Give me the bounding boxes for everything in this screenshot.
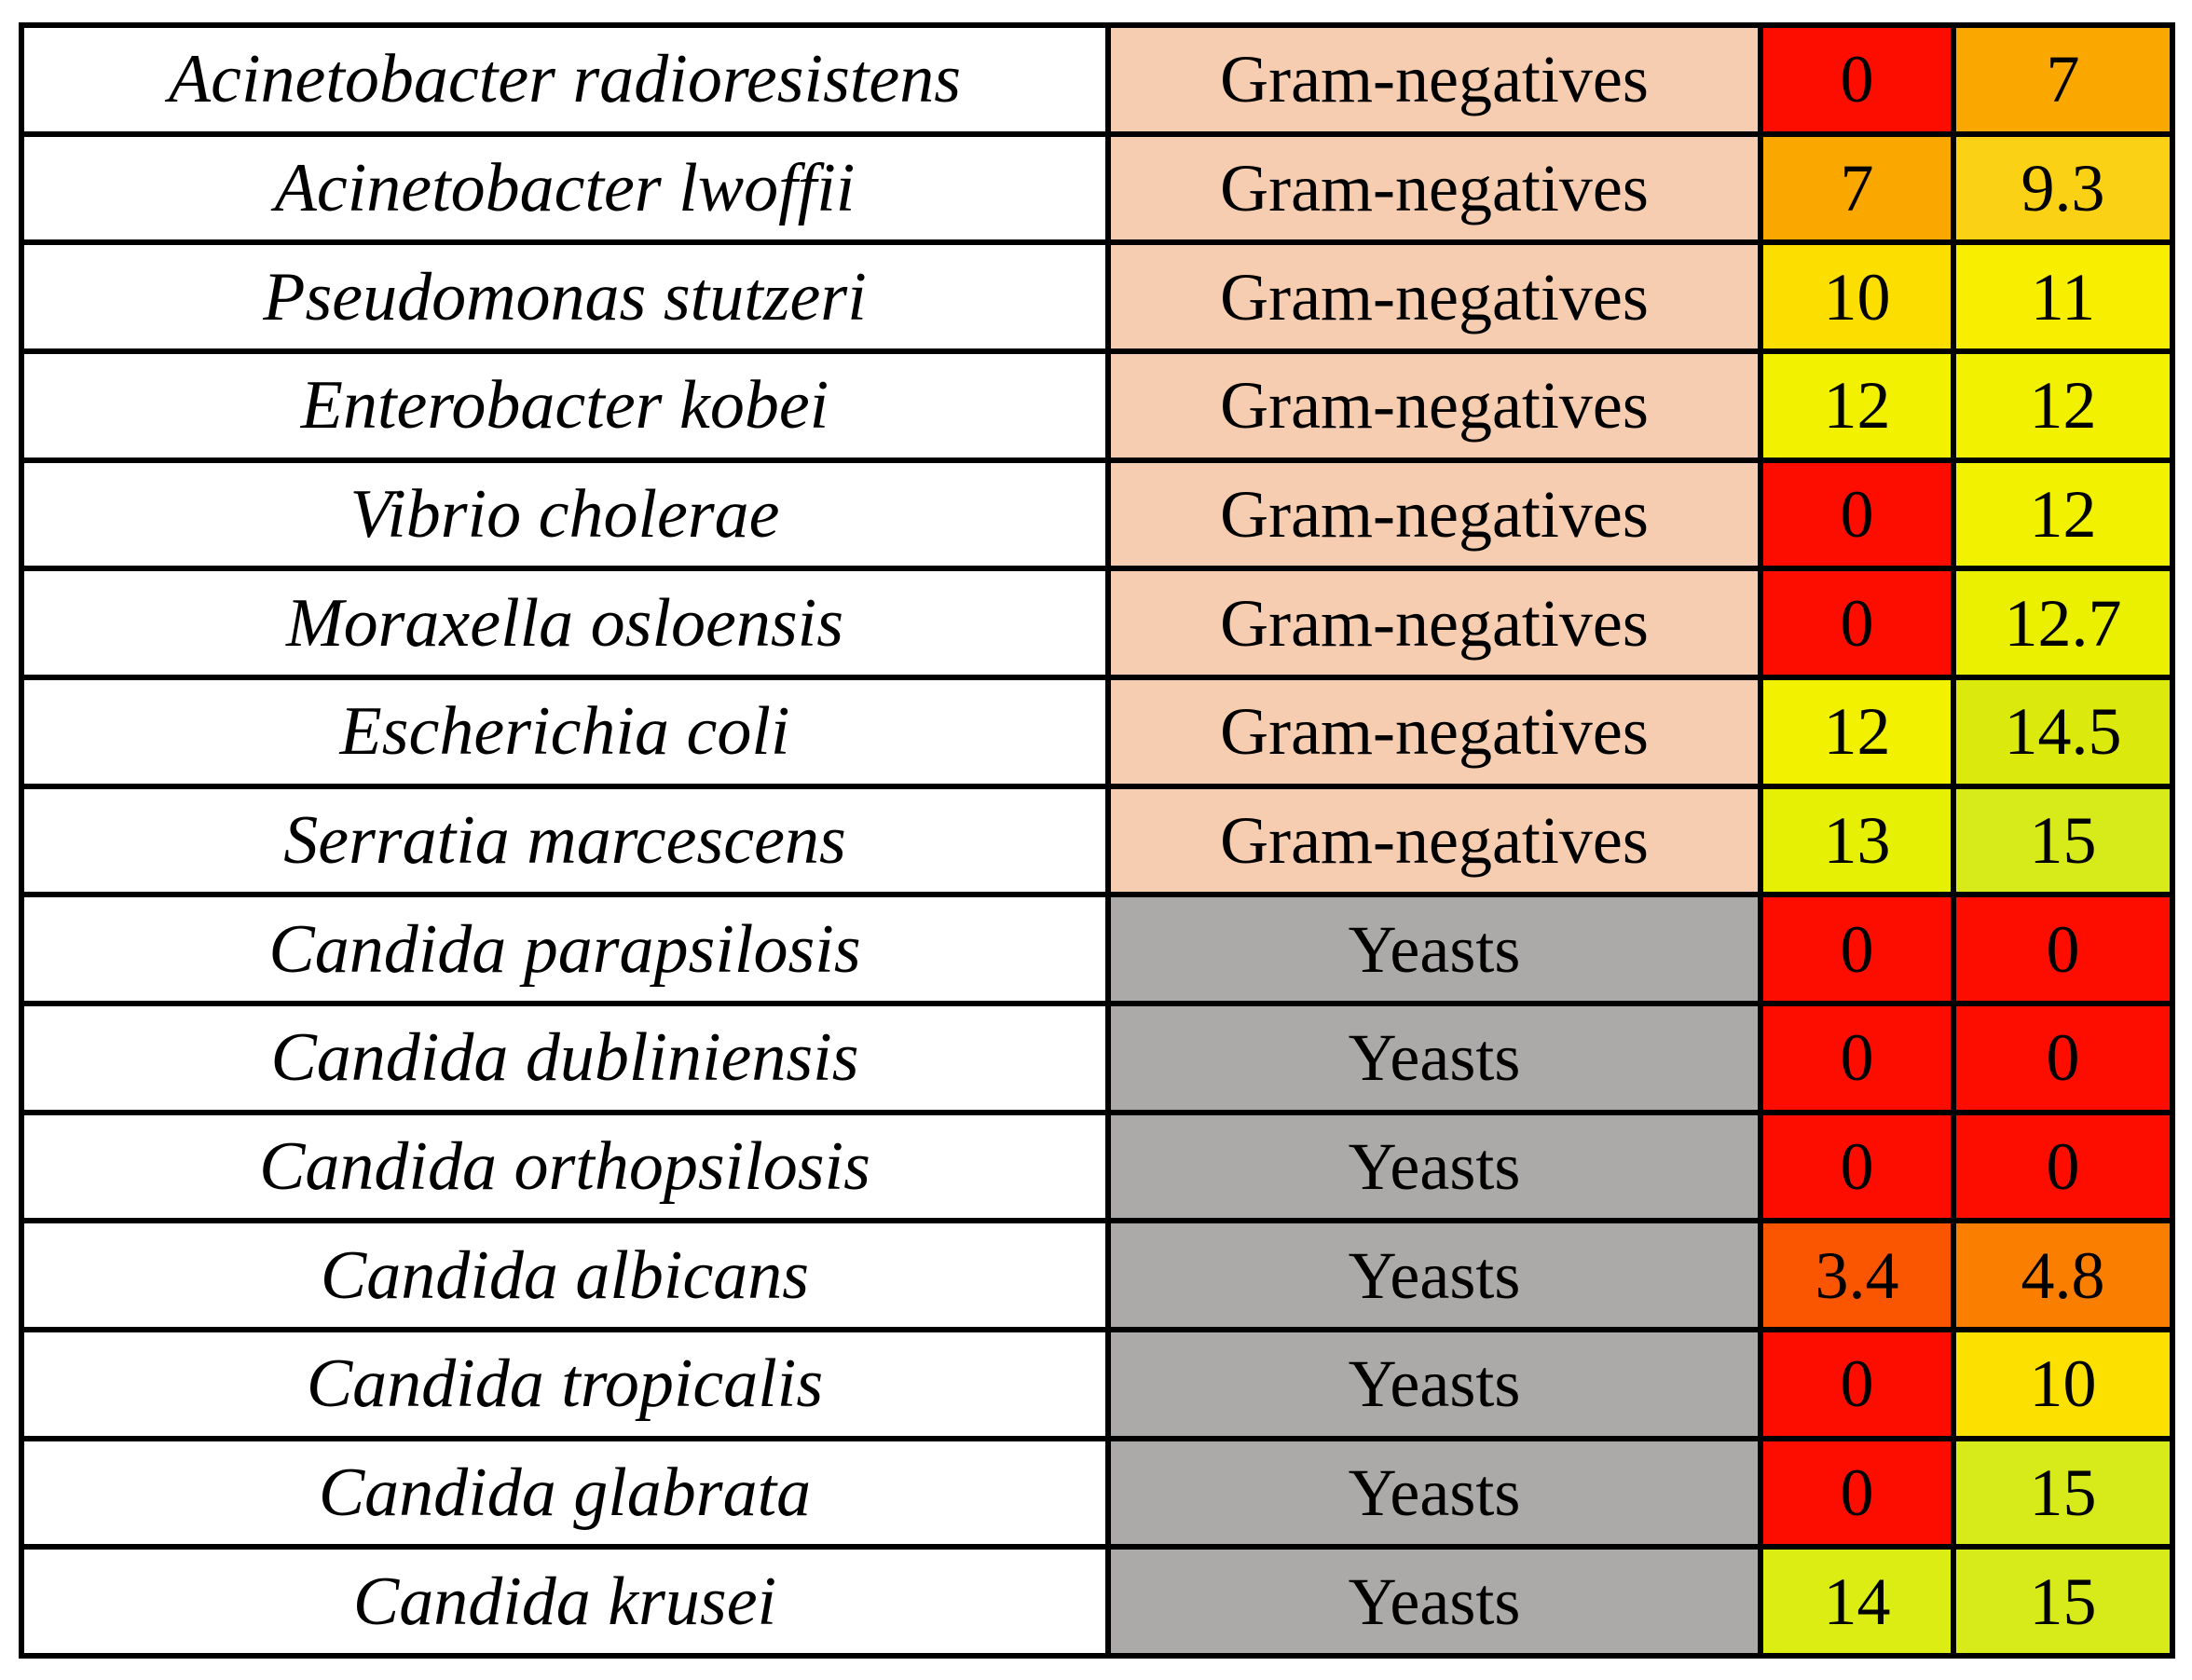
table-row: Pseudomonas stutzeri Gram-negatives 10 11 (19, 239, 2175, 354)
group-cell: Gram-negatives (1105, 674, 1763, 789)
table-row: Acinetobacter radioresistens Gram-negativ… (19, 22, 2175, 137)
table-row: Vibrio cholerae Gram-negatives 0 12 (19, 457, 2175, 572)
value2-cell: 10 (1951, 1326, 2175, 1441)
group-cell: Gram-negatives (1105, 239, 1763, 354)
group-cell: Gram-negatives (1105, 457, 1763, 572)
species-cell: Pseudomonas stutzeri (19, 239, 1111, 354)
value1-cell: 3.4 (1758, 1218, 1956, 1332)
value2-cell: 12 (1951, 457, 2175, 572)
table-row: Candida tropicalis Yeasts 0 10 (19, 1326, 2175, 1441)
value2-cell: 0 (1951, 892, 2175, 1006)
species-cell: Candida parapsilosis (19, 892, 1111, 1006)
table-row: Candida albicans Yeasts 3.4 4.8 (19, 1218, 2175, 1332)
table-row: Candida orthopsilosis Yeasts 0 0 (19, 1109, 2175, 1224)
value2-cell: 0 (1951, 1109, 2175, 1224)
species-cell: Candida dubliniensis (19, 1000, 1111, 1115)
table-row: Escherichia coli Gram-negatives 12 14.5 (19, 674, 2175, 789)
value1-cell: 13 (1758, 783, 1956, 898)
table-row: Candida parapsilosis Yeasts 0 0 (19, 892, 2175, 1006)
value1-cell: 0 (1758, 457, 1956, 572)
value2-cell: 11 (1951, 239, 2175, 354)
species-cell: Candida glabrata (19, 1435, 1111, 1550)
species-cell: Candida orthopsilosis (19, 1109, 1111, 1224)
table-body: Acinetobacter radioresistens Gram-negativ… (19, 22, 2175, 1659)
group-cell: Yeasts (1105, 892, 1763, 1006)
value1-cell: 7 (1758, 130, 1956, 246)
group-cell: Gram-negatives (1105, 22, 1763, 137)
species-cell: Moraxella osloensis (19, 566, 1111, 680)
value2-cell: 15 (1951, 1544, 2175, 1659)
group-cell: Yeasts (1105, 1435, 1763, 1550)
value1-cell: 12 (1758, 674, 1956, 789)
value1-cell: 0 (1758, 1435, 1956, 1550)
table-row: Serratia marcescens Gram-negatives 13 15 (19, 783, 2175, 898)
value2-cell: 12.7 (1951, 566, 2175, 680)
group-cell: Yeasts (1105, 1218, 1763, 1332)
value1-cell: 14 (1758, 1544, 1956, 1659)
species-cell: Candida krusei (19, 1544, 1111, 1659)
value2-cell: 15 (1951, 1435, 2175, 1550)
table-row: Moraxella osloensis Gram-negatives 0 12.7 (19, 566, 2175, 680)
species-heatmap-table: Acinetobacter radioresistens Gram-negativ… (19, 22, 2175, 1659)
value1-cell: 0 (1758, 1000, 1956, 1115)
value2-cell: 12 (1951, 348, 2175, 463)
species-cell: Escherichia coli (19, 674, 1111, 789)
value2-cell: 14.5 (1951, 674, 2175, 789)
group-cell: Gram-negatives (1105, 130, 1763, 246)
table-row: Enterobacter kobei Gram-negatives 12 12 (19, 348, 2175, 463)
table-row: Candida glabrata Yeasts 0 15 (19, 1435, 2175, 1550)
value2-cell: 7 (1951, 22, 2175, 137)
value2-cell: 9.3 (1951, 130, 2175, 246)
species-cell: Candida albicans (19, 1218, 1111, 1332)
table-row: Candida krusei Yeasts 14 15 (19, 1544, 2175, 1659)
group-cell: Gram-negatives (1105, 566, 1763, 680)
species-cell: Vibrio cholerae (19, 457, 1111, 572)
value2-cell: 0 (1951, 1000, 2175, 1115)
value2-cell: 4.8 (1951, 1218, 2175, 1332)
value1-cell: 0 (1758, 1326, 1956, 1441)
species-cell: Acinetobacter radioresistens (19, 22, 1111, 137)
value1-cell: 0 (1758, 892, 1956, 1006)
group-cell: Yeasts (1105, 1544, 1763, 1659)
table-row: Candida dubliniensis Yeasts 0 0 (19, 1000, 2175, 1115)
value1-cell: 0 (1758, 1109, 1956, 1224)
group-cell: Yeasts (1105, 1326, 1763, 1441)
value1-cell: 12 (1758, 348, 1956, 463)
species-cell: Acinetobacter lwoffii (19, 130, 1111, 246)
species-cell: Enterobacter kobei (19, 348, 1111, 463)
table-row: Acinetobacter lwoffii Gram-negatives 7 9.3 (19, 130, 2175, 246)
species-cell: Serratia marcescens (19, 783, 1111, 898)
value1-cell: 0 (1758, 22, 1956, 137)
group-cell: Yeasts (1105, 1000, 1763, 1115)
group-cell: Yeasts (1105, 1109, 1763, 1224)
species-cell: Candida tropicalis (19, 1326, 1111, 1441)
value1-cell: 10 (1758, 239, 1956, 354)
value1-cell: 0 (1758, 566, 1956, 680)
group-cell: Gram-negatives (1105, 348, 1763, 463)
value2-cell: 15 (1951, 783, 2175, 898)
group-cell: Gram-negatives (1105, 783, 1763, 898)
